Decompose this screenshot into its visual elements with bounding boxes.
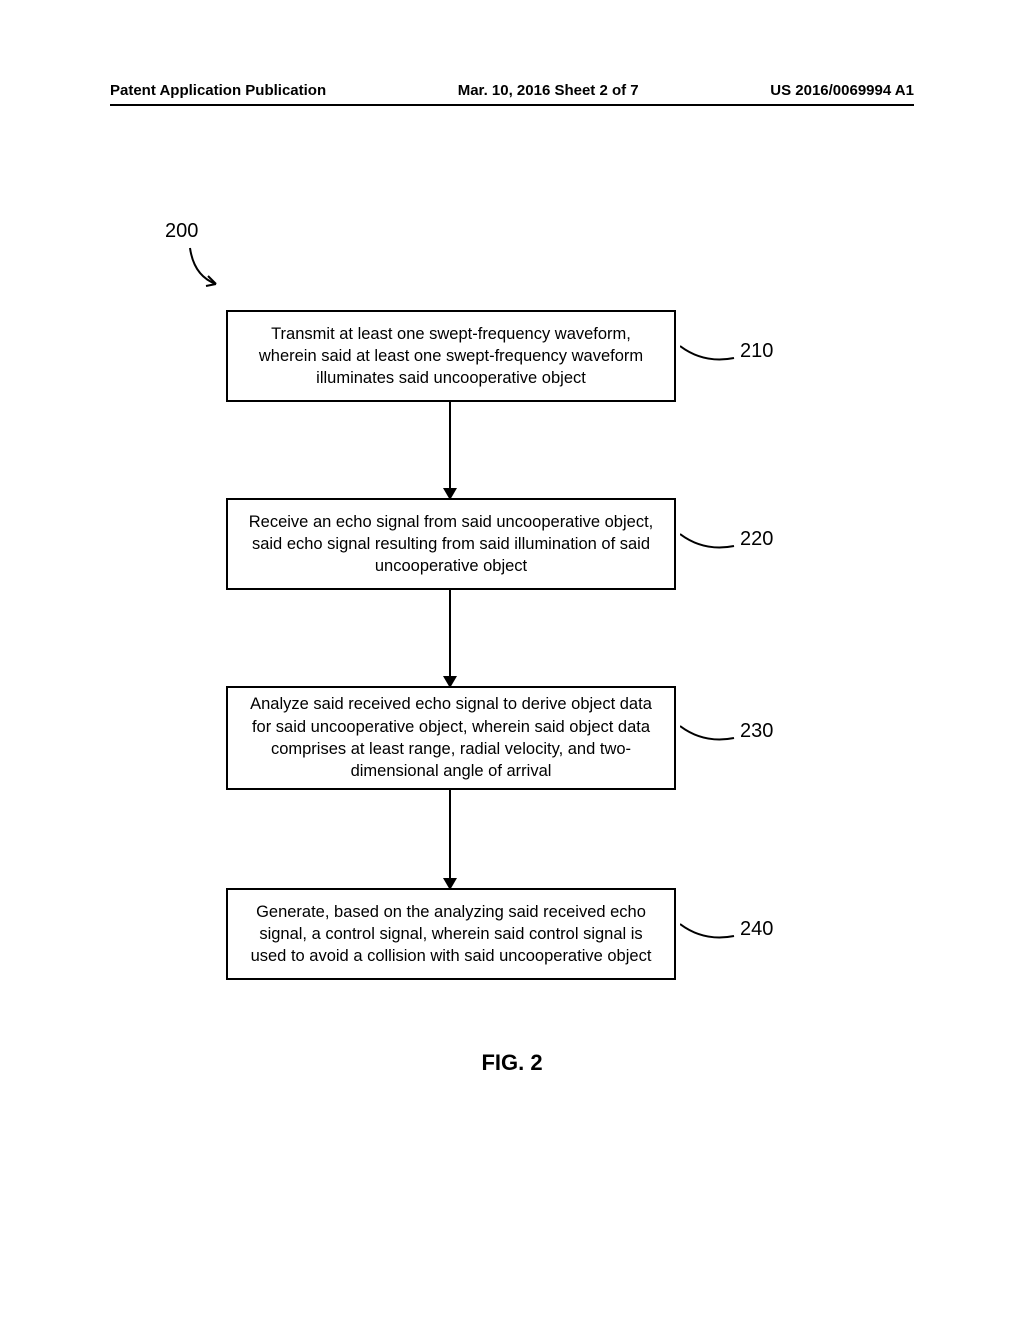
header-rule [110,104,914,106]
ref-label-240: 240 [740,918,773,941]
page: Patent Application Publication Mar. 10, … [0,0,1024,1320]
arrowhead-icon [443,878,457,890]
flow-step-text: Transmit at least one swept-frequency wa… [248,323,654,390]
leader-curve-200 [186,246,232,292]
ref-label-210: 210 [740,340,773,363]
flow-step-text: Receive an echo signal from said uncoope… [248,511,654,578]
flow-step-210: Transmit at least one swept-frequency wa… [226,310,676,402]
flow-step-240: Generate, based on the analyzing said re… [226,888,676,980]
figure-ref-200: 200 [165,220,198,243]
ref-label-220: 220 [740,528,773,551]
arrowhead-icon [443,676,457,688]
header-center: Mar. 10, 2016 Sheet 2 of 7 [458,82,639,99]
header-right: US 2016/0069994 A1 [770,82,914,99]
page-header: Patent Application Publication Mar. 10, … [110,82,914,99]
edge-230-240 [449,790,451,880]
flow-step-text: Generate, based on the analyzing said re… [248,901,654,968]
leader-curve-220 [680,528,738,554]
edge-220-230 [449,590,451,678]
flow-step-220: Receive an echo signal from said uncoope… [226,498,676,590]
header-left: Patent Application Publication [110,82,326,99]
leader-curve-210 [680,340,738,366]
arrowhead-icon [443,488,457,500]
ref-label-230: 230 [740,720,773,743]
leader-curve-240 [680,918,738,944]
flow-step-text: Analyze said received echo signal to der… [248,693,654,782]
figure-caption: FIG. 2 [0,1050,1024,1076]
flow-step-230: Analyze said received echo signal to der… [226,686,676,790]
leader-curve-230 [680,720,738,746]
edge-210-220 [449,402,451,490]
